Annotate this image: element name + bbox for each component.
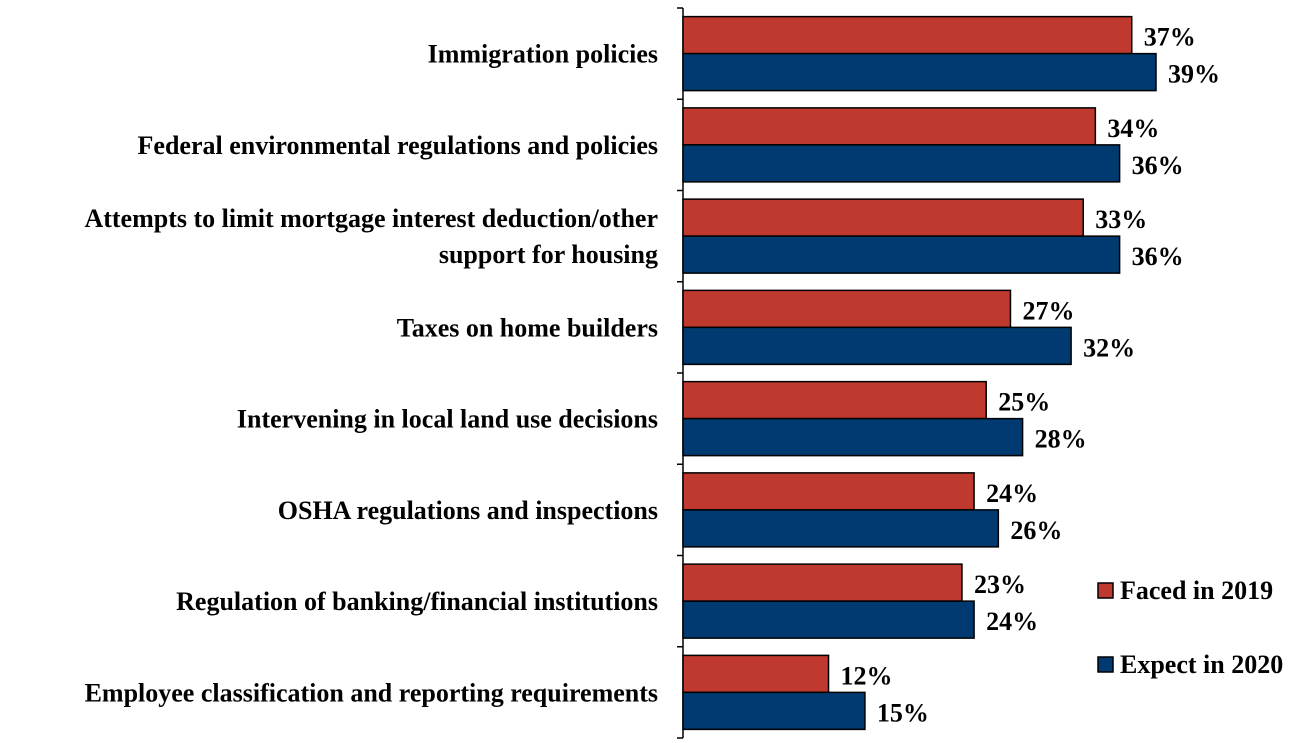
bar-faced-2019 (682, 380, 987, 420)
data-label: 28% (1035, 425, 1087, 454)
legend-swatch-faced-2019 (1097, 582, 1114, 599)
data-label: 32% (1083, 333, 1135, 362)
category-label: Employee classification and reporting re… (85, 678, 658, 707)
bar-expect-2020 (682, 235, 1121, 274)
data-label: 36% (1132, 151, 1184, 180)
legend: Faced in 2019 Expect in 2020 (1097, 576, 1283, 679)
bar-expect-2020 (682, 509, 1000, 548)
bar-expect-2020 (682, 417, 1024, 457)
data-label: 15% (877, 698, 929, 727)
data-label: 37% (1144, 23, 1196, 52)
bar-expect-2020 (682, 326, 1072, 366)
data-label: 36% (1132, 242, 1184, 271)
category-label: Taxes on home builders (397, 313, 658, 342)
category-label: Immigration policies (428, 40, 658, 69)
data-label: 23% (974, 570, 1026, 599)
bar-expect-2020 (682, 52, 1157, 92)
bar-faced-2019 (682, 472, 975, 511)
legend-label-faced-2019: Faced in 2019 (1120, 576, 1273, 605)
data-label: 24% (986, 479, 1038, 508)
data-label: 33% (1095, 205, 1147, 234)
category-label: Attempts to limit mortgage interest dedu… (84, 204, 658, 233)
bar-expect-2020 (682, 600, 975, 639)
data-label: 12% (841, 661, 893, 690)
bar-faced-2019 (682, 107, 1097, 146)
axis-layer (677, 7, 684, 739)
data-label: 27% (1022, 296, 1074, 325)
category-label: Federal environmental regulations and po… (138, 131, 658, 160)
legend-label-expect-2020: Expect in 2020 (1120, 650, 1283, 679)
category-label: support for housing (439, 240, 658, 269)
category-label: Regulation of banking/financial institut… (176, 587, 658, 616)
data-label: 26% (1010, 516, 1062, 545)
bar-faced-2019 (682, 289, 1012, 329)
bar-expect-2020 (682, 144, 1121, 183)
bar-faced-2019 (682, 563, 963, 602)
data-label: 25% (998, 388, 1050, 417)
bar-expect-2020 (682, 691, 866, 731)
data-label: 39% (1168, 60, 1220, 89)
data-label: 34% (1107, 114, 1159, 143)
bar-faced-2019 (682, 15, 1133, 55)
bar-faced-2019 (682, 654, 830, 694)
labels-layer: 37% 39% Immigration policies 34% 36% Federal … (84, 23, 1220, 728)
legend-swatch-expect-2020 (1097, 656, 1114, 673)
category-label: OSHA regulations and inspections (278, 496, 658, 525)
bars-layer (682, 15, 1157, 731)
bar-faced-2019 (682, 198, 1084, 237)
data-label: 24% (986, 607, 1038, 636)
category-label: Intervening in local land use decisions (237, 405, 658, 434)
